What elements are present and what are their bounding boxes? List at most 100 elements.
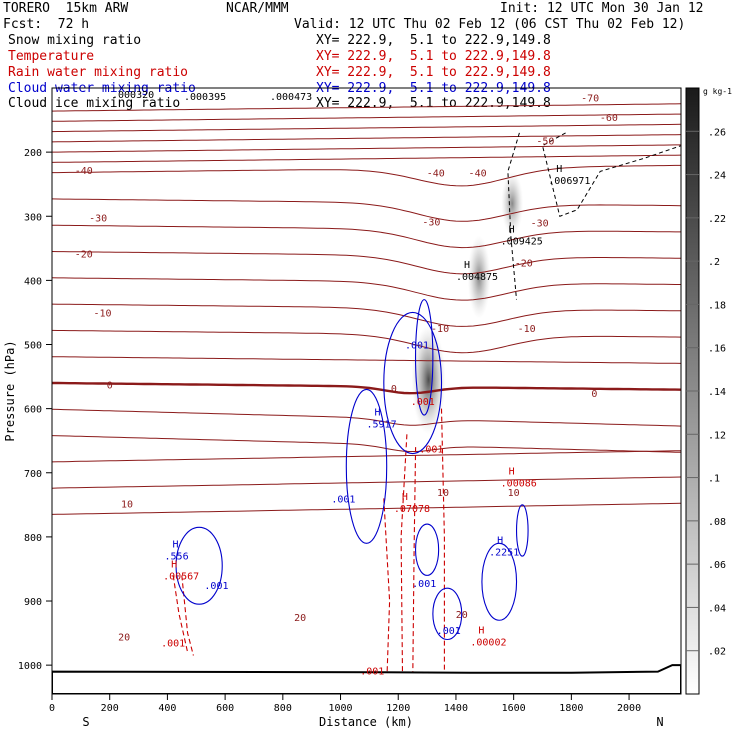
north-endpoint-label: N <box>656 715 663 729</box>
maximum-marker-4: H.556 <box>165 540 189 563</box>
x-tick-label-8: 1600 <box>502 703 526 714</box>
y-tick-label-5: 700 <box>24 469 42 480</box>
isotherm--45 <box>52 154 681 163</box>
svg-text:.07078: .07078 <box>394 504 430 515</box>
isotherm-label-6: -30 <box>89 214 107 225</box>
contour-label-7: .001 <box>161 639 185 650</box>
x-tick-label-0: 0 <box>49 703 55 714</box>
isotherm-label-8: -30 <box>531 219 549 230</box>
isotherm-label-2: -50 <box>536 137 554 148</box>
rain-contour-2 <box>412 447 417 685</box>
isotherm-5 <box>52 408 681 427</box>
svg-text:H: H <box>478 625 484 636</box>
isotherm--60 <box>52 123 681 133</box>
colorbar-tick-label-12: .26 <box>708 127 726 138</box>
svg-text:.2251: .2251 <box>489 548 519 559</box>
y-tick-label-6: 800 <box>24 533 42 544</box>
svg-text:H: H <box>171 559 177 570</box>
colorbar-tick-label-1: .04 <box>708 603 726 614</box>
isotherm--40 <box>52 164 681 187</box>
colorbar-tick-label-11: .24 <box>708 171 726 182</box>
init-time: Init: 12 UTC Mon 30 Jan 12 <box>500 1 704 16</box>
maximum-marker-7: H.07078 <box>394 492 430 515</box>
x-tick-label-3: 600 <box>216 703 234 714</box>
y-tick-label-7: 900 <box>24 597 42 608</box>
svg-text:H: H <box>464 260 470 271</box>
x-tick-label-2: 400 <box>158 703 176 714</box>
isotherm--35 <box>52 198 681 222</box>
x-tick-label-1: 200 <box>101 703 119 714</box>
y-tick-label-8: 1000 <box>18 661 42 672</box>
svg-text:H: H <box>402 492 408 503</box>
cloud-water-contour-7 <box>515 504 529 557</box>
field-snow-xy: XY= 222.9, 5.1 to 222.9,149.8 <box>316 33 551 48</box>
maximum-marker-0: H.006971 <box>548 164 590 187</box>
x-tick-label-5: 1000 <box>328 703 352 714</box>
svg-text:H: H <box>497 536 503 547</box>
field-temperature-name: Temperature <box>8 49 95 64</box>
svg-text:.00086: .00086 <box>501 478 537 489</box>
colorbar-tick-label-3: .08 <box>708 517 726 528</box>
isotherm-label-16: 0 <box>591 389 597 400</box>
rain-contour-5 <box>172 575 189 653</box>
isotherm-label-12: -10 <box>431 324 449 335</box>
maximum-marker-2: H.004875 <box>456 260 498 283</box>
y-tick-label-4: 600 <box>24 405 42 416</box>
y-axis-label: Pressure (hPa) <box>3 340 17 441</box>
maximum-marker-1: H.009425 <box>501 225 543 248</box>
forecast-hour: Fcst: 72 h <box>3 17 90 32</box>
svg-text:.5917: .5917 <box>367 419 397 430</box>
cloud-water-contour-4 <box>415 523 440 576</box>
isotherm-label-11: -10 <box>93 308 111 319</box>
svg-text:H: H <box>556 164 562 175</box>
isotherm-label-18: 10 <box>437 488 449 499</box>
contour-label-8: .001 <box>360 666 384 677</box>
svg-text:.009425: .009425 <box>501 237 543 248</box>
contour-label-5: .001 <box>411 397 435 408</box>
y-tick-label-3: 500 <box>24 341 42 352</box>
contour-label-0: .001 <box>405 341 429 352</box>
field-temperature-xy: XY= 222.9, 5.1 to 222.9,149.8 <box>316 49 551 64</box>
top-label-2: .000395 <box>184 92 226 103</box>
isotherm--5 <box>52 356 681 364</box>
isotherm-label-15: 0 <box>391 384 397 395</box>
center-label: NCAR/MMM <box>226 1 289 16</box>
terrain-surface <box>52 664 681 694</box>
svg-text:.006971: .006971 <box>548 176 590 187</box>
colorbar-tick-label-5: .12 <box>708 430 726 441</box>
colorbar-tick-label-8: .18 <box>708 300 726 311</box>
field-rain-xy: XY= 222.9, 5.1 to 222.9,149.8 <box>316 65 551 80</box>
model-title: TORERO 15km ARW <box>3 1 129 16</box>
cloud-water-contour-3 <box>175 526 223 605</box>
colorbar-tick-label-7: .16 <box>708 344 726 355</box>
svg-text:.556: .556 <box>165 552 189 563</box>
isotherm-15 <box>52 450 681 463</box>
x-tick-label-4: 800 <box>274 703 292 714</box>
cloud-ice-contour-1 <box>507 132 520 300</box>
isotherm--20 <box>52 277 681 301</box>
maximum-marker-5: H.2251 <box>489 536 519 559</box>
maximum-marker-9: H.00002 <box>470 625 506 648</box>
isotherm-label-10: -20 <box>515 258 533 269</box>
plot-frame <box>51 87 682 695</box>
isotherm-label-22: 20 <box>456 610 468 621</box>
maximum-marker-8: H.00567 <box>163 559 199 582</box>
rain-contour-3 <box>440 408 445 685</box>
isotherm-label-0: -70 <box>581 94 599 105</box>
contour-label-3: .001 <box>412 579 436 590</box>
isotherm--55 <box>52 134 681 143</box>
y-tick-label-2: 400 <box>24 276 42 287</box>
isotherm-label-9: -20 <box>75 249 93 260</box>
isotherm-label-14: 0 <box>107 380 113 391</box>
cloud-water-contour-2 <box>415 299 434 416</box>
valid-time: Valid: 12 UTC Thu 02 Feb 12 (06 CST Thu … <box>294 17 686 32</box>
isotherm-label-20: 20 <box>118 632 130 643</box>
colorbar-tick-label-6: .14 <box>708 387 726 398</box>
isotherm--65 <box>52 113 681 122</box>
cloud-water-contour-0 <box>383 311 443 455</box>
contour-label-2: .001 <box>204 581 228 592</box>
isotherm-label-1: -60 <box>600 113 618 124</box>
field-snow-name: Snow mixing ratio <box>8 33 142 48</box>
x-tick-label-7: 1400 <box>444 703 468 714</box>
rain-contour-1 <box>400 434 408 685</box>
